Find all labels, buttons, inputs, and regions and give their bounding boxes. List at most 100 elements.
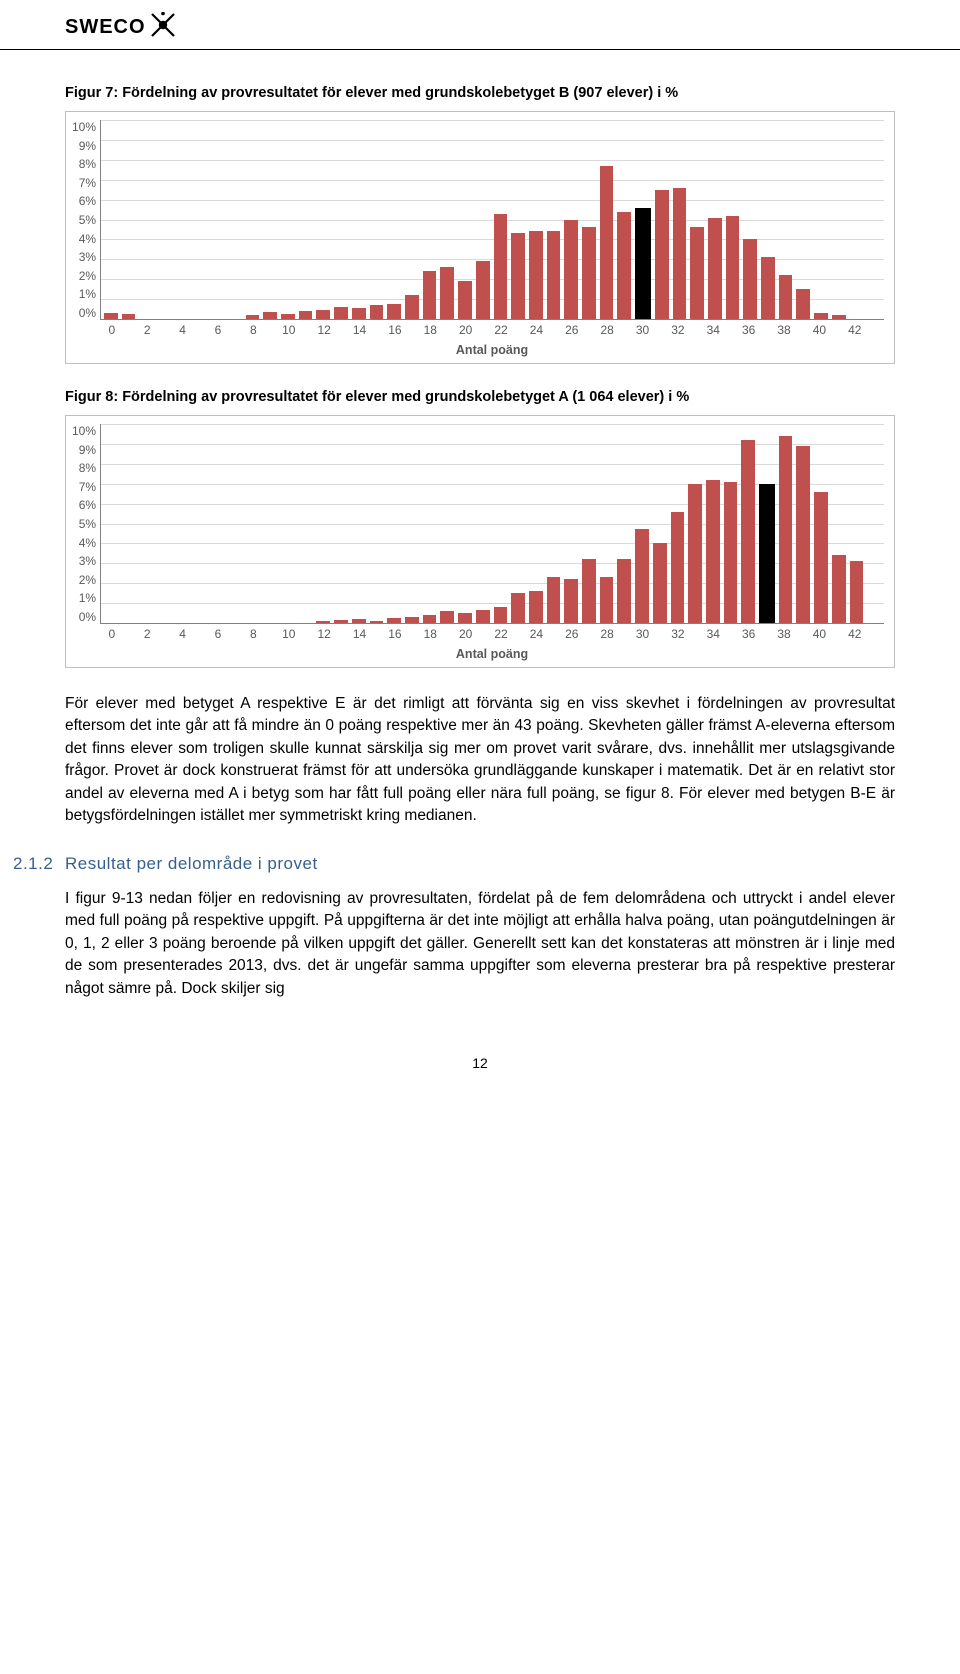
x-tick (828, 323, 846, 337)
bar (405, 617, 419, 623)
bar (370, 305, 384, 319)
bar (814, 492, 828, 623)
figure-7-plot (100, 120, 884, 320)
x-tick: 12 (315, 323, 333, 337)
bar (582, 227, 596, 319)
figure-7: Figur 7: Fördelning av provresultatet fö… (65, 85, 895, 364)
x-tick: 22 (492, 323, 510, 337)
bar (655, 190, 669, 319)
x-tick (156, 627, 174, 641)
bar (104, 313, 118, 319)
x-tick (333, 627, 351, 641)
y-tick: 8% (79, 461, 96, 475)
page-header: SWECO (0, 0, 960, 50)
bar (476, 261, 490, 319)
y-tick: 2% (79, 269, 96, 283)
bar (582, 559, 596, 623)
gridline (101, 180, 884, 181)
x-tick (545, 627, 563, 641)
bar (741, 440, 755, 623)
x-tick: 14 (351, 323, 369, 337)
bar (617, 559, 631, 623)
x-tick: 32 (669, 627, 687, 641)
bar (814, 313, 828, 319)
x-tick (864, 323, 882, 337)
bar (423, 271, 437, 319)
bar (635, 208, 651, 319)
x-tick: 42 (846, 323, 864, 337)
brand-icon (150, 12, 176, 43)
bar (708, 218, 722, 319)
x-tick: 16 (386, 627, 404, 641)
bar (850, 561, 864, 623)
x-tick (651, 323, 669, 337)
x-tick: 12 (315, 627, 333, 641)
bar (547, 577, 561, 623)
x-tick: 32 (669, 323, 687, 337)
y-tick: 0% (79, 610, 96, 624)
figure-7-x-axis: 024681012141618202224262830323436384042 (100, 320, 884, 337)
x-tick (757, 323, 775, 337)
bar (617, 212, 631, 319)
x-tick (121, 627, 139, 641)
bar (334, 307, 348, 319)
bar (316, 310, 330, 319)
y-tick: 10% (72, 424, 96, 438)
x-tick: 20 (457, 627, 475, 641)
bar (263, 312, 277, 319)
bar (688, 484, 702, 623)
y-tick: 4% (79, 232, 96, 246)
bar (779, 275, 793, 319)
bar (387, 304, 401, 319)
bar (726, 216, 740, 319)
y-tick: 3% (79, 554, 96, 568)
bar (600, 577, 614, 623)
bar (743, 239, 757, 319)
bar (832, 315, 846, 319)
bar (759, 484, 775, 623)
y-tick: 6% (79, 194, 96, 208)
x-tick: 2 (138, 323, 156, 337)
x-tick (121, 323, 139, 337)
paragraph-1: För elever med betyget A respektive E är… (65, 693, 895, 828)
y-tick: 1% (79, 591, 96, 605)
bar (529, 591, 543, 623)
x-tick (510, 627, 528, 641)
y-tick: 9% (79, 139, 96, 153)
bar (796, 446, 810, 623)
x-tick (368, 627, 386, 641)
brand-text: SWECO (65, 16, 146, 39)
x-tick: 10 (280, 323, 298, 337)
page-content: Figur 7: Fördelning av provresultatet fö… (0, 50, 960, 1111)
bar (440, 611, 454, 623)
y-tick: 5% (79, 213, 96, 227)
y-tick: 0% (79, 306, 96, 320)
x-tick: 42 (846, 627, 864, 641)
figure-8-x-label: Antal poäng (100, 647, 884, 661)
bar (299, 311, 313, 319)
y-tick: 1% (79, 287, 96, 301)
x-tick (368, 323, 386, 337)
x-tick: 36 (740, 627, 758, 641)
x-tick: 38 (775, 323, 793, 337)
bar (458, 613, 472, 623)
x-tick (439, 627, 457, 641)
x-tick: 6 (209, 323, 227, 337)
x-tick: 24 (528, 323, 546, 337)
bar (706, 480, 720, 623)
x-tick: 30 (634, 627, 652, 641)
x-tick (298, 627, 316, 641)
y-tick: 7% (79, 480, 96, 494)
x-tick: 14 (351, 627, 369, 641)
x-tick (227, 323, 245, 337)
bar (281, 314, 295, 319)
x-tick: 0 (103, 627, 121, 641)
x-tick (616, 323, 634, 337)
gridline (101, 464, 884, 465)
bar (387, 618, 401, 623)
y-tick: 2% (79, 573, 96, 587)
x-tick (757, 627, 775, 641)
x-tick: 22 (492, 627, 510, 641)
x-tick (722, 323, 740, 337)
bar (352, 619, 366, 623)
